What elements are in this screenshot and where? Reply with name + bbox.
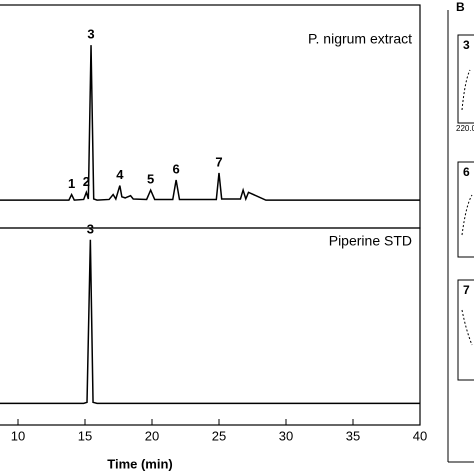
peak-label: 5: [147, 172, 154, 187]
peak-label: 3: [87, 221, 94, 236]
inset-axis-label: 220.0: [456, 124, 474, 133]
legend-text: P. nigrum extract: [308, 31, 412, 47]
inset-curve: [461, 69, 471, 111]
legend-text: Piperine STD: [329, 233, 412, 249]
x-tick-label: 10: [11, 428, 25, 443]
peak-label: 1: [68, 176, 75, 191]
peak-label: 4: [116, 167, 124, 182]
x-tick-label: 40: [413, 428, 427, 443]
x-tick-label: 15: [78, 428, 92, 443]
inset-frame: [457, 161, 474, 258]
peak-label: 6: [173, 161, 180, 176]
x-tick-label: 20: [145, 428, 159, 443]
peak-label: 2: [83, 174, 90, 189]
peak-label: 7: [215, 154, 222, 169]
peak-label: 3: [87, 27, 94, 42]
chromatogram-line: [0, 239, 420, 405]
panel-label: B: [456, 0, 465, 14]
inset-frame: [457, 34, 474, 124]
inset-label: 6: [463, 165, 470, 179]
inset-curve: [461, 194, 473, 236]
inset-label: 7: [463, 283, 470, 297]
x-tick-label: 30: [279, 428, 293, 443]
x-tick-label: 35: [346, 428, 360, 443]
inset-label: 3: [463, 38, 470, 52]
inset-frame: [457, 279, 474, 381]
x-axis-label: Time (min): [107, 456, 173, 471]
inset-curve: [461, 309, 473, 346]
chromatogram-line: [0, 45, 420, 202]
x-tick-label: 25: [212, 428, 226, 443]
plot-frame: [0, 227, 421, 426]
